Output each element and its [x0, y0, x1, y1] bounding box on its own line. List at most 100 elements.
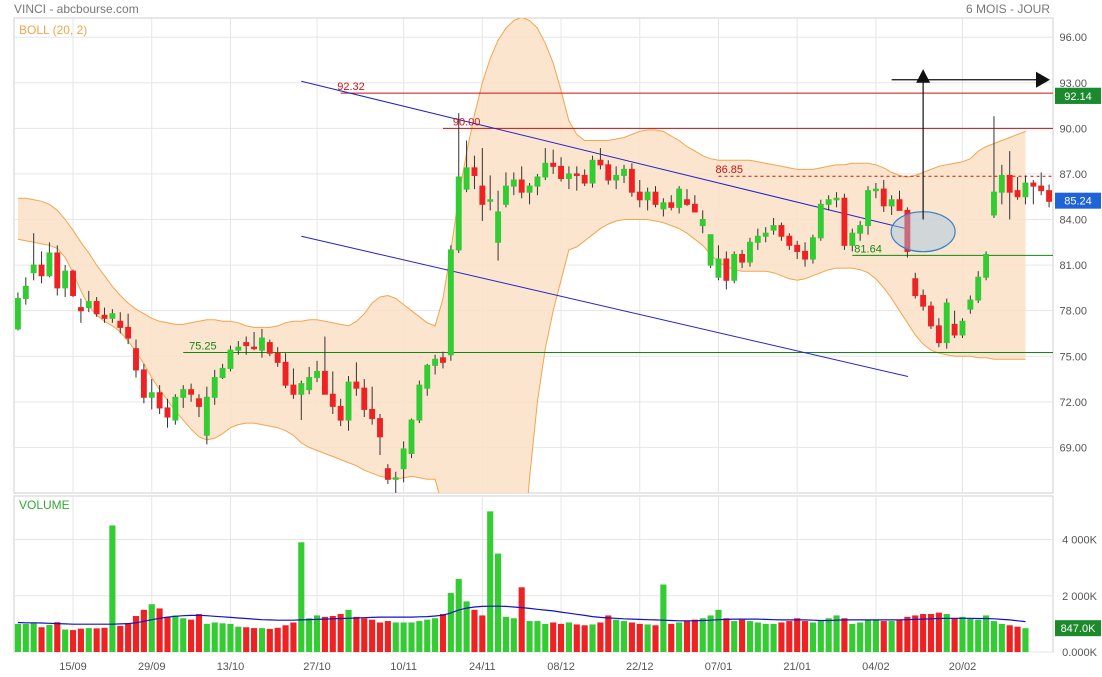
volume-moving-average: [17, 605, 1026, 625]
candle-body: [967, 299, 974, 310]
volume-bar: [857, 622, 864, 652]
volume-bar: [652, 625, 659, 652]
candle-body: [337, 405, 344, 421]
volume-bar: [22, 623, 29, 652]
candle-body: [377, 418, 383, 438]
candle-body: [817, 203, 824, 239]
volume-title: VOLUME: [19, 498, 70, 512]
volume-bar: [384, 621, 391, 652]
candle-body: [975, 276, 982, 301]
candle-body: [542, 162, 549, 178]
candle-body: [298, 383, 305, 395]
volume-y-tick: 0.000K: [1062, 647, 1098, 659]
candle-body: [951, 323, 958, 336]
volume-panel: [13, 495, 1054, 653]
volume-bar: [510, 618, 517, 652]
volume-bar: [109, 525, 116, 652]
volume-bar: [620, 621, 628, 652]
candle-body: [306, 377, 313, 391]
candle-body: [416, 384, 423, 421]
volume-bar: [54, 622, 61, 652]
volume-bar: [14, 623, 22, 652]
candle-body: [219, 367, 226, 379]
candle-body: [156, 392, 163, 409]
volume-bar: [125, 623, 132, 652]
candle-body: [188, 389, 195, 395]
candle-body: [707, 234, 714, 266]
volume-bar: [455, 578, 462, 652]
volume-bar: [723, 618, 730, 652]
candle-body: [786, 235, 793, 246]
candle-body: [54, 252, 61, 289]
volume-bar: [683, 621, 691, 652]
volume-bar: [904, 616, 911, 652]
volume-bar: [699, 618, 706, 652]
candle-body: [581, 174, 588, 184]
volume-y-tick: 2 000K: [1062, 591, 1098, 603]
candle-body: [447, 249, 454, 356]
volume-bar: [920, 614, 927, 652]
volume-bar: [935, 612, 942, 652]
volume-bar: [424, 619, 431, 652]
candle-body: [928, 305, 934, 327]
candle-body: [77, 307, 84, 312]
price-tag-last: 85.24: [1064, 196, 1092, 208]
candle-body: [518, 179, 525, 193]
volume-bar: [927, 614, 935, 652]
candle-body: [991, 191, 997, 216]
volume-bar: [739, 619, 746, 652]
volume-bar: [849, 623, 856, 652]
candle-body: [935, 325, 942, 344]
chart-title: VINCI - abcbourse.com: [14, 2, 139, 16]
volume-bar: [69, 630, 77, 652]
bollinger-title: BOLL (20, 2): [19, 23, 87, 37]
volume-bar: [841, 618, 848, 652]
candle-body: [684, 199, 690, 205]
candle-body: [1006, 174, 1013, 193]
candle-body: [400, 448, 407, 470]
candle-body: [912, 278, 919, 296]
candle-body: [1030, 182, 1037, 187]
volume-bar: [439, 614, 447, 652]
candle-body: [392, 477, 399, 480]
x-tick-label: 22/12: [626, 661, 654, 673]
volume-bar: [502, 616, 510, 652]
volume-bar: [912, 615, 919, 652]
volume-bar: [801, 621, 809, 652]
volume-bar: [306, 618, 313, 652]
volume-bar: [518, 587, 525, 652]
volume-bar: [85, 628, 92, 652]
volume-y-tick: 4 000K: [1062, 535, 1098, 547]
volume-bar: [581, 625, 588, 652]
volume-bar: [361, 618, 368, 652]
volume-bar: [195, 614, 203, 652]
trend-line: [301, 80, 909, 230]
candle-body: [164, 407, 171, 418]
volume-bar: [644, 624, 651, 652]
candle-body: [93, 301, 100, 315]
bollinger-upper-line: [17, 18, 1026, 328]
price-level-label: 86.85: [715, 164, 743, 176]
price-y-tick: 72.00: [1059, 397, 1087, 409]
volume-bar: [447, 592, 454, 652]
candle-body: [636, 191, 643, 201]
volume-bar: [557, 623, 565, 652]
volume-bar: [463, 601, 470, 652]
candle-body: [455, 176, 462, 251]
price-y-tick: 90.00: [1059, 123, 1087, 135]
price-level-label: 92.32: [337, 81, 365, 93]
volume-bar: [573, 624, 580, 652]
volume-bar: [809, 622, 816, 652]
x-tick-label: 10/11: [390, 661, 417, 673]
volume-bar: [376, 622, 384, 652]
volume-bar: [243, 627, 250, 652]
candle-body: [266, 342, 273, 354]
candle-body: [676, 188, 683, 208]
volume-bar: [258, 628, 266, 652]
candle-body: [282, 361, 289, 386]
volume-bar: [550, 622, 557, 652]
candle-body: [384, 468, 391, 480]
volume-bar: [211, 622, 218, 652]
candle-body: [558, 165, 564, 179]
candle-body: [534, 176, 541, 187]
